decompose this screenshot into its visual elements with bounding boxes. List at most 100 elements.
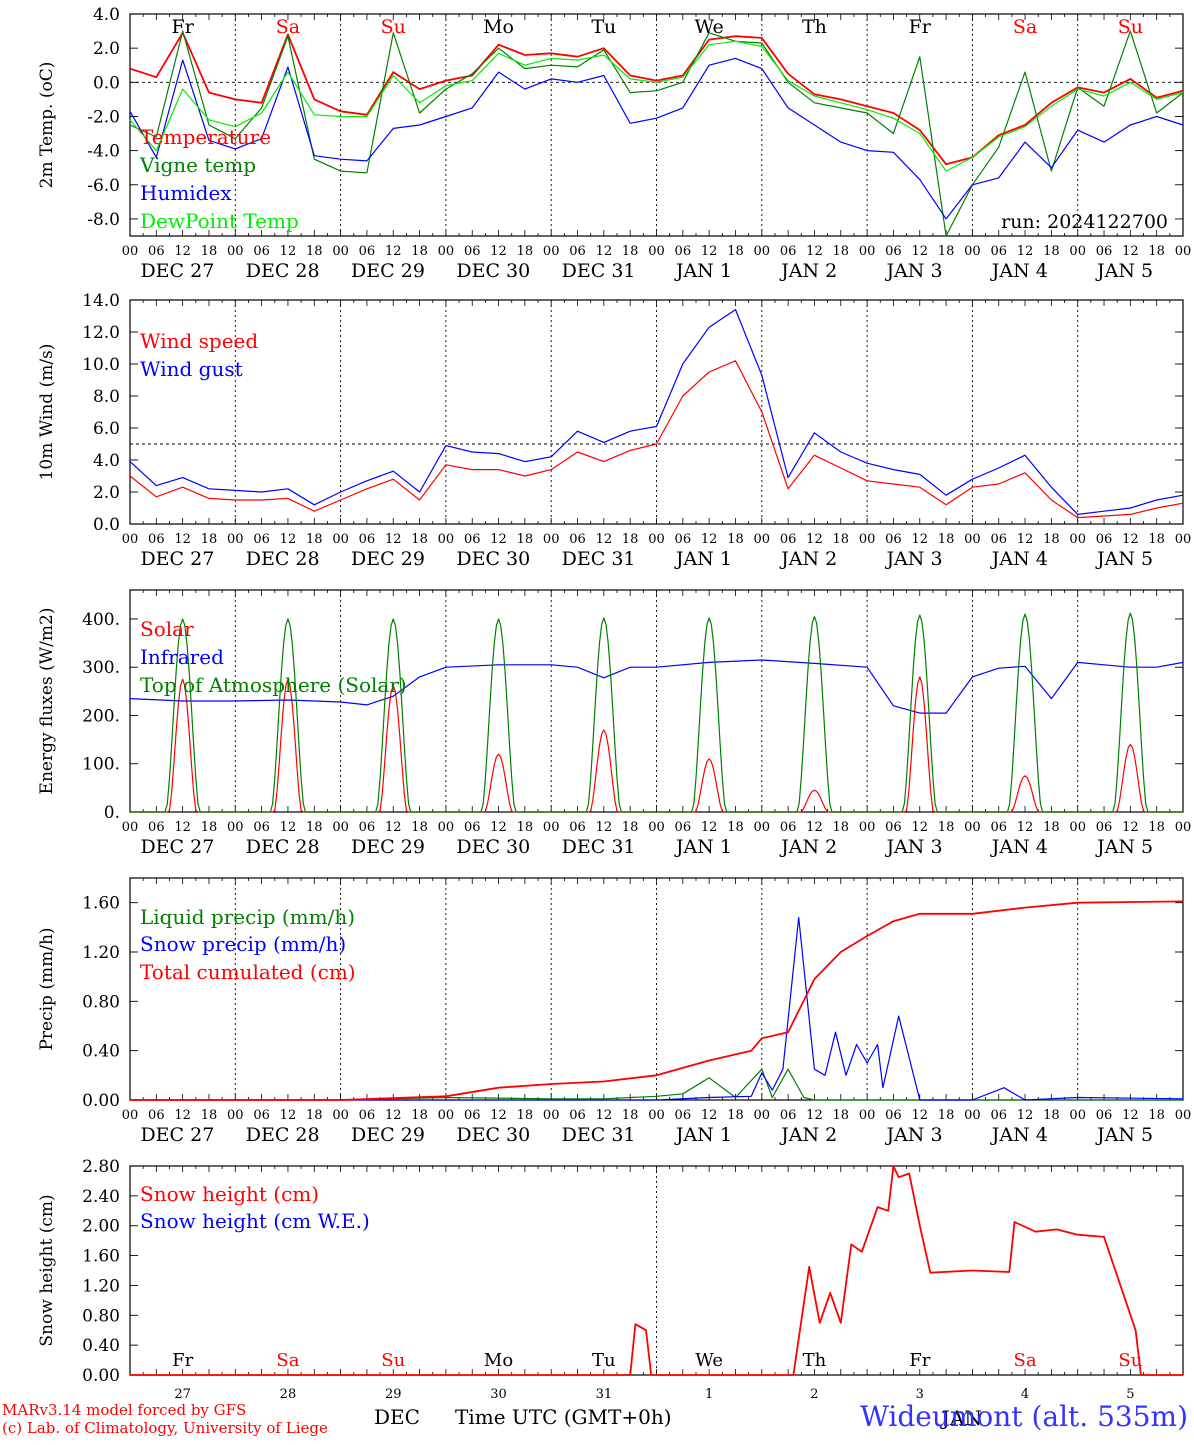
x-date-label: DEC 27	[140, 548, 214, 570]
x-hour-label: 18	[411, 532, 428, 547]
x-date-label: DEC 29	[351, 1124, 425, 1146]
weekday-label: Tu	[592, 1350, 616, 1371]
x-hour-label: 06	[464, 1108, 481, 1123]
x-hour-label: 12	[596, 1108, 613, 1123]
weekday-label: Fr	[909, 16, 932, 38]
y-tick-label: 200.	[82, 706, 120, 726]
x-hour-label: 12	[596, 820, 613, 835]
day-number: 2	[810, 1387, 818, 1402]
y-tick-label: 1.20	[82, 1276, 120, 1296]
y-tick-label: 1.20	[82, 943, 120, 963]
x-hour-label: 18	[938, 532, 955, 547]
run-label: run: 2024122700	[1001, 211, 1168, 233]
y-tick-label: 2.0	[93, 39, 120, 59]
x-hour-label: 00	[1175, 244, 1192, 259]
legend-entry: Total cumulated (cm)	[140, 960, 356, 984]
y-tick-label: 0.40	[82, 1336, 120, 1356]
y-tick-label: 0.00	[82, 1366, 120, 1386]
x-hour-label: 18	[411, 244, 428, 259]
y-tick-label: 0.	[104, 803, 120, 823]
x-hour-label: 12	[596, 532, 613, 547]
x-hour-label: 06	[569, 532, 586, 547]
x-hour-label: 06	[990, 1108, 1007, 1123]
x-hour-label: 12	[174, 820, 191, 835]
y-tick-label: 0.00	[82, 1091, 120, 1111]
x-hour-label: 12	[701, 244, 718, 259]
x-hour-label: 00	[543, 820, 560, 835]
weekday-label: Tu	[591, 16, 616, 38]
x-hour-label: 12	[911, 532, 928, 547]
legend-entry: Solar	[140, 617, 194, 641]
x-hour-label: 00	[438, 532, 455, 547]
x-date-label: DEC 27	[140, 260, 214, 282]
y-tick-label: 300.	[82, 658, 120, 678]
x-hour-label: 12	[280, 244, 297, 259]
y-tick-label: 8.0	[93, 387, 120, 407]
x-hour-label: 18	[517, 1108, 534, 1123]
series-line-snow-height-cm-	[130, 1165, 1183, 1376]
x-date-label: DEC 28	[246, 548, 320, 570]
x-hour-label: 12	[385, 244, 402, 259]
y-axis-label: Precip (mm/h)	[37, 927, 57, 1050]
weekday-label: Sa	[1014, 1350, 1037, 1371]
x-hour-label: 00	[754, 244, 771, 259]
x-hour-label: 00	[122, 244, 139, 259]
x-hour-label: 18	[306, 1108, 323, 1123]
x-hour-label: 18	[622, 820, 639, 835]
x-hour-label: 18	[622, 244, 639, 259]
x-hour-label: 18	[1043, 532, 1060, 547]
x-hour-label: 06	[885, 820, 902, 835]
x-hour-label: 00	[964, 532, 981, 547]
x-hour-label: 12	[385, 1108, 402, 1123]
x-hour-label: 12	[1017, 532, 1034, 547]
x-hour-label: 18	[517, 244, 534, 259]
x-hour-label: 06	[780, 244, 797, 259]
x-date-label: JAN 4	[990, 260, 1048, 282]
y-tick-label: 2.80	[82, 1157, 120, 1177]
weekday-label: Fr	[172, 1350, 193, 1371]
x-hour-label: 12	[911, 244, 928, 259]
x-hour-label: 00	[754, 532, 771, 547]
x-hour-label: 00	[543, 532, 560, 547]
x-hour-label: 06	[1096, 1108, 1113, 1123]
x-hour-label: 00	[543, 1108, 560, 1123]
x-hour-label: 00	[648, 532, 665, 547]
weekday-label: Su	[381, 1350, 405, 1371]
x-hour-label: 18	[1148, 1108, 1165, 1123]
x-hour-label: 18	[306, 820, 323, 835]
x-hour-label: 12	[280, 820, 297, 835]
x-hour-label: 06	[990, 820, 1007, 835]
x-hour-label: 12	[806, 532, 823, 547]
weekday-label: Su	[381, 16, 406, 38]
x-hour-label: 00	[859, 820, 876, 835]
x-hour-label: 06	[1096, 244, 1113, 259]
weekday-label: We	[695, 1350, 723, 1371]
x-date-label: JAN 4	[990, 548, 1048, 570]
x-date-label: JAN 1	[674, 836, 732, 858]
x-date-label: DEC 29	[351, 836, 425, 858]
x-hour-label: 06	[148, 532, 165, 547]
x-hour-label: 12	[701, 532, 718, 547]
legend-entry: DewPoint Temp	[140, 209, 299, 233]
weekday-label: Th	[803, 1350, 827, 1371]
x-date-label: JAN 4	[990, 836, 1048, 858]
y-tick-label: 4.0	[93, 451, 120, 471]
x-date-label: DEC 30	[456, 260, 530, 282]
x-date-label: JAN 3	[884, 548, 942, 570]
y-tick-label: -4.0	[87, 142, 120, 162]
x-hour-label: 06	[675, 532, 692, 547]
x-hour-label: 18	[411, 820, 428, 835]
weekday-label: Sa	[1013, 16, 1037, 38]
x-hour-label: 18	[622, 532, 639, 547]
x-hour-label: 00	[1069, 1108, 1086, 1123]
weekday-label: Mo	[483, 16, 514, 38]
y-tick-label: 100.	[82, 755, 120, 775]
x-hour-label: 12	[701, 1108, 718, 1123]
x-hour-label: 12	[174, 532, 191, 547]
series-line-snow-precip-mm-h-	[130, 916, 1184, 1101]
x-hour-label: 00	[227, 532, 244, 547]
x-hour-label: 00	[648, 244, 665, 259]
month-label: DEC	[374, 1405, 420, 1429]
x-hour-label: 12	[1017, 820, 1034, 835]
x-date-label: JAN 2	[779, 1124, 837, 1146]
